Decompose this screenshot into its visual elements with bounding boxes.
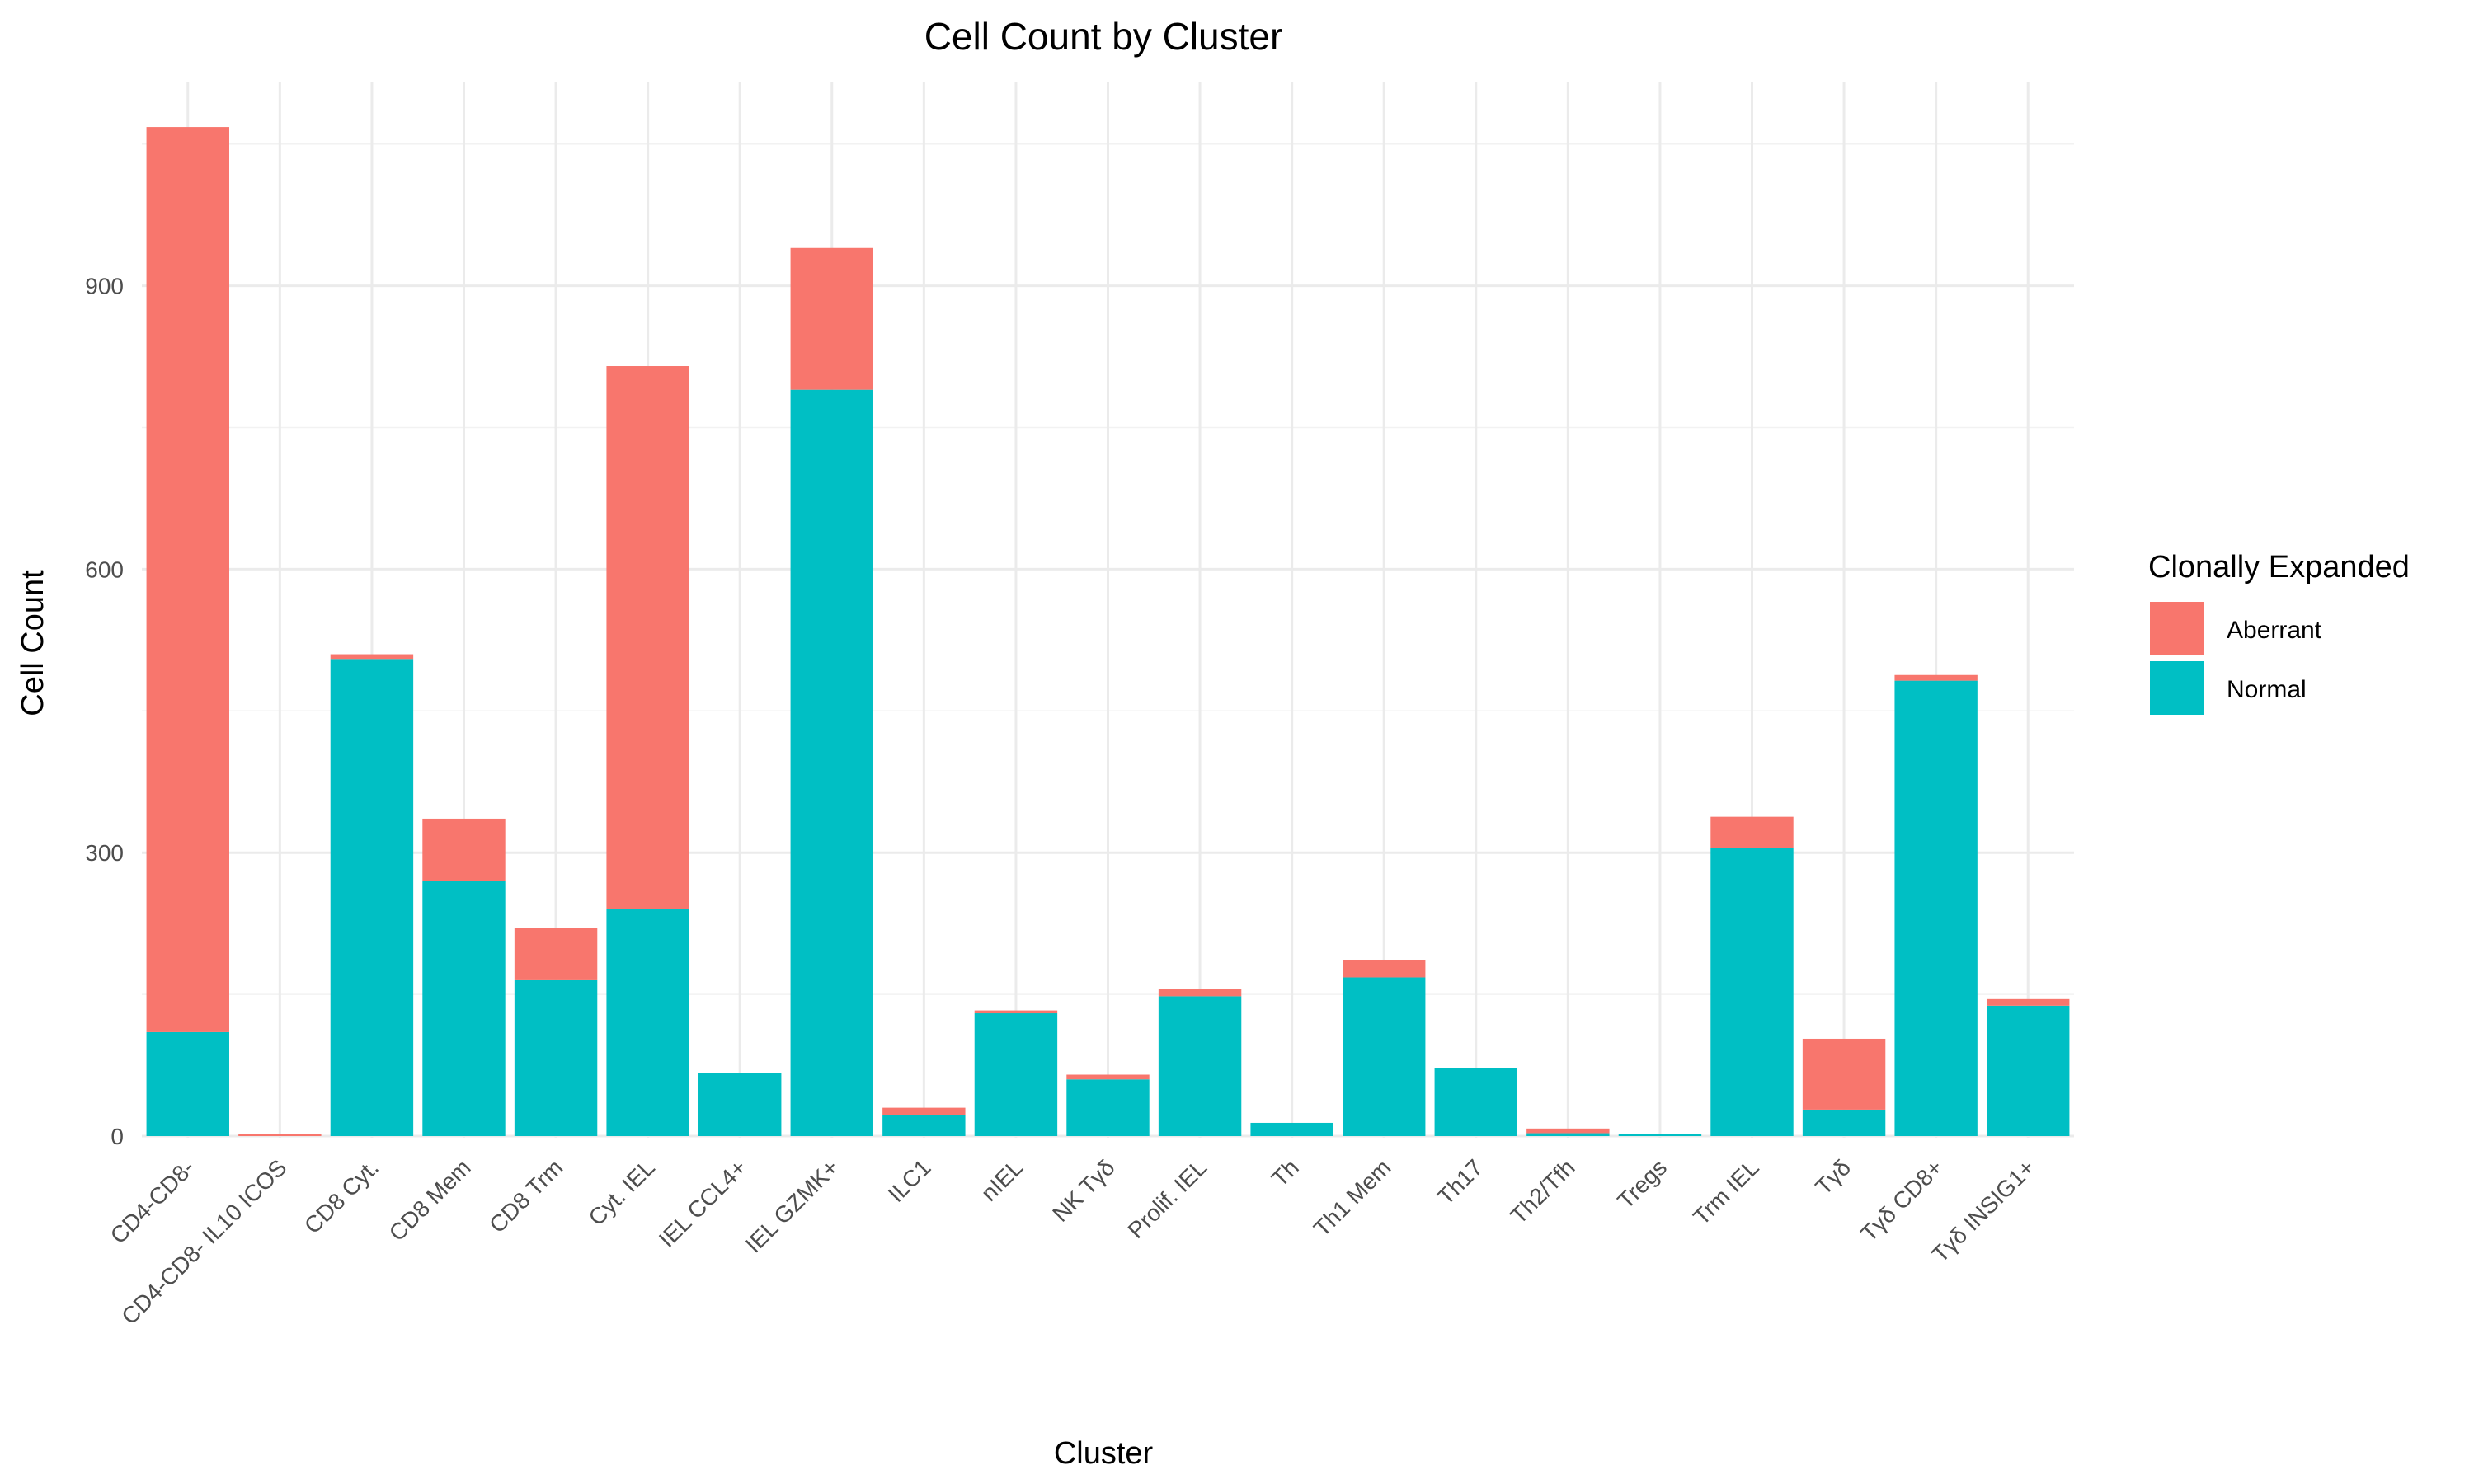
bar-normal — [1343, 977, 1426, 1136]
y-tick-label: 0 — [111, 1124, 124, 1149]
bar-normal — [146, 1031, 229, 1136]
bar-aberrant — [1894, 674, 1978, 681]
bars — [146, 127, 2070, 1136]
y-tick-label: 600 — [85, 556, 124, 582]
y-tick-label: 900 — [85, 274, 124, 299]
bar-aberrant — [330, 654, 414, 660]
bar-aberrant — [790, 247, 873, 390]
legend-title: Clonally Expanded — [2148, 550, 2410, 585]
bar-aberrant — [1066, 1074, 1150, 1080]
bar-normal — [974, 1013, 1058, 1136]
bar-normal — [1066, 1079, 1150, 1136]
bar-normal — [1618, 1134, 1702, 1136]
bar-aberrant — [1343, 960, 1426, 978]
bar-aberrant — [422, 818, 506, 881]
bar-normal — [698, 1073, 782, 1136]
y-axis-ticks: 0 300 600 900 — [85, 274, 124, 1149]
legend: Clonally Expanded Aberrant Normal — [2148, 550, 2410, 715]
bar-normal — [422, 881, 506, 1136]
chart-title: Cell Count by Cluster — [924, 15, 1283, 58]
legend-label: Normal — [2227, 676, 2307, 703]
bar-normal — [1526, 1133, 1610, 1136]
bar-aberrant — [882, 1107, 966, 1115]
y-tick-label: 300 — [85, 840, 124, 866]
bar-normal — [1802, 1109, 1886, 1136]
bar-aberrant — [1802, 1038, 1886, 1110]
bar-normal — [1894, 680, 1978, 1136]
bar-normal — [606, 909, 689, 1136]
bar-aberrant — [146, 127, 229, 1032]
bar-normal — [790, 389, 873, 1136]
bar-normal — [514, 979, 598, 1136]
bar-normal — [1710, 848, 1794, 1136]
legend-key-normal — [2150, 661, 2204, 715]
bar-normal — [1158, 996, 1242, 1136]
bar-aberrant — [514, 928, 598, 980]
bar-aberrant — [974, 1010, 1058, 1014]
bar-normal — [1434, 1068, 1517, 1136]
bar-aberrant — [606, 366, 689, 909]
bar-aberrant — [1987, 998, 2070, 1006]
x-axis-title: Cluster — [1054, 1436, 1154, 1471]
bar-normal — [1250, 1122, 1333, 1136]
bar-normal — [882, 1115, 966, 1136]
bar-aberrant — [1710, 816, 1794, 848]
bar-aberrant — [1526, 1128, 1610, 1134]
bar-normal — [1987, 1005, 2070, 1136]
legend-label: Aberrant — [2227, 617, 2322, 644]
bar-aberrant — [1158, 989, 1242, 997]
bar-aberrant — [238, 1134, 322, 1136]
legend-key-aberrant — [2150, 602, 2204, 655]
y-axis-title: Cell Count — [16, 570, 50, 716]
bar-normal — [330, 659, 414, 1136]
